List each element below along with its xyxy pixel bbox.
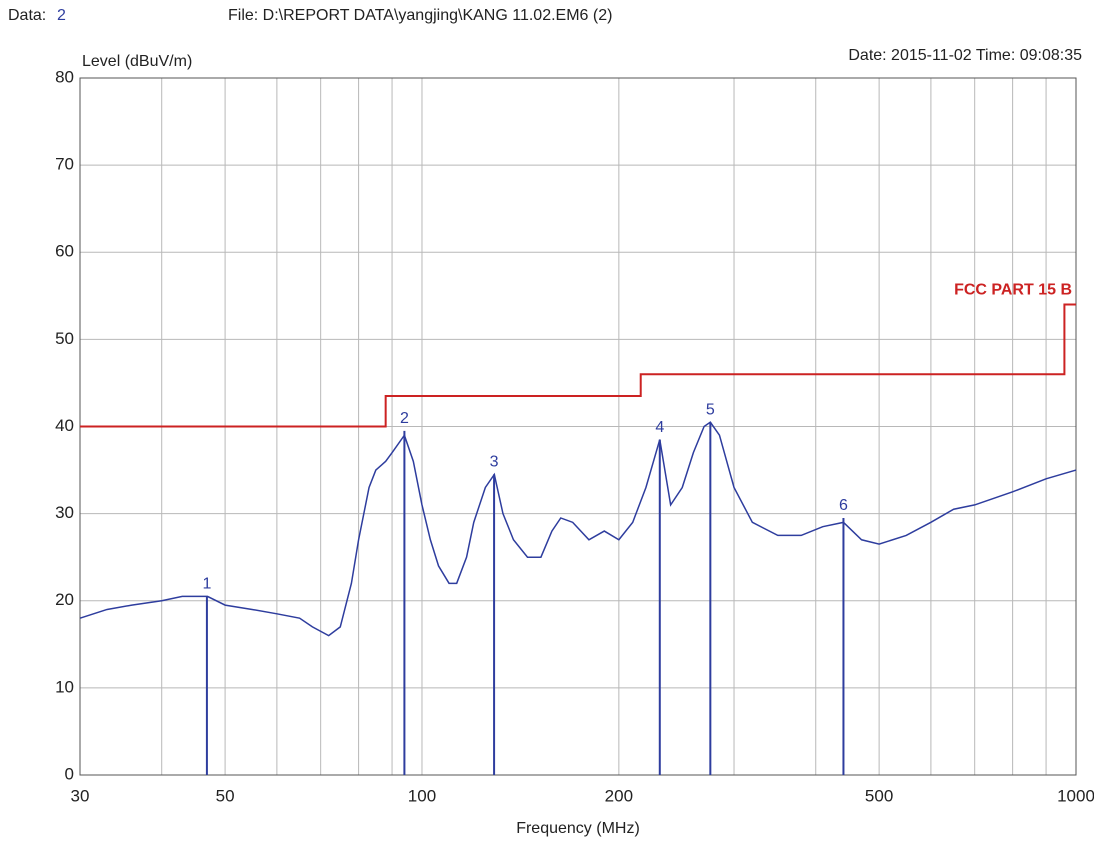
marker-label: 5 bbox=[706, 401, 715, 418]
x-tick-label: 200 bbox=[605, 786, 633, 805]
x-axis-label: Frequency (MHz) bbox=[516, 820, 640, 837]
y-tick-label: 70 bbox=[55, 155, 74, 174]
date-time: Date: 2015-11-02 Time: 09:08:35 bbox=[848, 47, 1082, 64]
y-axis-label: Level (dBuV/m) bbox=[82, 53, 192, 70]
file-name: File: D:\REPORT DATA\yangjing\KANG 11.02… bbox=[228, 7, 612, 24]
x-tick-label: 1000 bbox=[1057, 786, 1094, 805]
y-tick-label: 0 bbox=[65, 764, 74, 783]
marker-label: 6 bbox=[839, 497, 848, 514]
y-tick-label: 60 bbox=[55, 242, 74, 261]
marker-label: 4 bbox=[655, 419, 664, 436]
marker-label: 3 bbox=[490, 454, 499, 471]
data-number: 2 bbox=[57, 7, 66, 24]
y-tick-label: 80 bbox=[55, 67, 74, 86]
marker-label: 1 bbox=[202, 576, 211, 593]
measured-trace bbox=[79, 421, 1077, 637]
limit-line bbox=[80, 303, 1076, 428]
y-tick-label: 10 bbox=[55, 677, 74, 696]
marker-label: 2 bbox=[400, 410, 409, 427]
y-tick-label: 40 bbox=[55, 416, 74, 435]
x-tick-label: 30 bbox=[71, 786, 90, 805]
x-tick-label: 50 bbox=[216, 786, 235, 805]
y-tick-label: 50 bbox=[55, 329, 74, 348]
y-tick-label: 30 bbox=[55, 503, 74, 522]
data-caption: Data: bbox=[8, 7, 46, 24]
limit-label: FCC PART 15 B bbox=[954, 282, 1072, 299]
x-tick-label: 100 bbox=[408, 786, 436, 805]
x-tick-label: 500 bbox=[865, 786, 893, 805]
y-tick-label: 20 bbox=[55, 590, 74, 609]
